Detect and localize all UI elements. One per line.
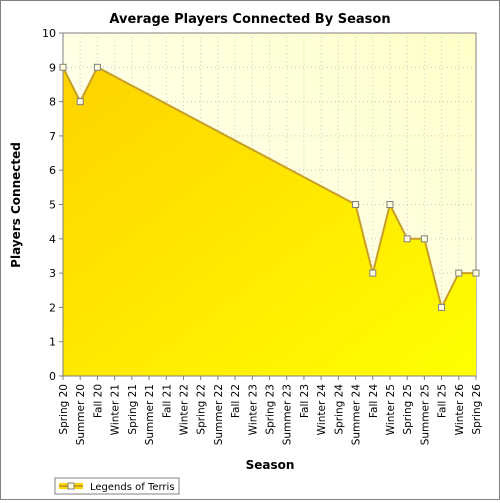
x-tick-label: Summer 24 xyxy=(351,384,363,446)
y-tick-label: 7 xyxy=(49,130,56,143)
x-tick-label: Winter 23 xyxy=(247,384,259,435)
legend-label: Legends of Terris xyxy=(90,482,175,493)
x-tick-label: Winter 24 xyxy=(316,384,328,436)
x-tick-label: Winter 21 xyxy=(110,384,122,435)
x-tick-label: Spring 22 xyxy=(196,384,208,435)
chart-title: Average Players Connected By Season xyxy=(109,12,390,27)
data-point xyxy=(455,269,463,277)
x-tick-label: Summer 20 xyxy=(75,384,87,445)
data-point xyxy=(76,98,84,106)
x-tick-label: Spring 24 xyxy=(333,384,345,435)
data-point xyxy=(93,63,101,71)
data-point xyxy=(386,201,394,208)
x-tick-label: Winter 26 xyxy=(454,384,466,436)
y-tick-label: 6 xyxy=(49,164,56,177)
legend-marker-icon xyxy=(67,482,75,490)
y-tick-label: 0 xyxy=(49,370,56,383)
x-tick-label: Spring 25 xyxy=(402,384,414,435)
y-tick-label: 3 xyxy=(49,267,56,280)
data-point xyxy=(472,269,480,277)
data-point xyxy=(369,269,377,277)
series-area-fill xyxy=(63,67,476,377)
legend: Legends of Terris xyxy=(54,477,180,495)
x-tick-label: Fall 25 xyxy=(437,384,449,418)
x-tick-label: Fall 22 xyxy=(230,384,242,418)
y-tick-label: 5 xyxy=(49,199,56,212)
data-point xyxy=(438,303,446,311)
x-axis: Spring 20 Summer 20 Fall 20 Winter 21 Spring… xyxy=(58,375,483,446)
series-markers xyxy=(59,63,480,311)
x-tick-label: Summer 23 xyxy=(282,384,294,445)
x-tick-label: Summer 25 xyxy=(419,384,431,445)
x-tick-label: Spring 23 xyxy=(265,384,277,435)
x-tick-label: Fall 21 xyxy=(161,384,173,418)
x-tick-label: Spring 21 xyxy=(127,384,139,435)
y-tick-label: 10 xyxy=(42,27,56,40)
y-tick-label: 4 xyxy=(49,233,56,246)
x-tick-label: Fall 23 xyxy=(299,384,311,418)
x-tick-label: Summer 21 xyxy=(144,384,156,445)
y-axis: 0 1 2 3 4 5 6 7 8 9 10 xyxy=(42,27,64,383)
x-tick-label: Fall 20 xyxy=(92,384,104,418)
x-axis-label: Season xyxy=(246,458,295,472)
x-tick-label: Winter 22 xyxy=(178,384,190,435)
y-axis-label: Players Connected xyxy=(9,142,23,268)
data-point xyxy=(59,63,67,71)
x-tick-label: Winter 25 xyxy=(385,384,397,435)
x-tick-label: Spring 26 xyxy=(471,384,483,435)
x-tick-label: Summer 22 xyxy=(213,384,225,445)
y-tick-label: 9 xyxy=(49,61,56,74)
y-tick-label: 2 xyxy=(49,301,56,314)
data-point xyxy=(352,201,360,208)
y-tick-label: 1 xyxy=(49,336,56,349)
legend-box xyxy=(54,477,180,495)
data-point xyxy=(403,235,411,243)
x-tick-label: Spring 20 xyxy=(58,384,70,435)
y-tick-label: 8 xyxy=(49,96,56,109)
data-point xyxy=(420,235,428,243)
x-tick-label: Fall 24 xyxy=(368,384,380,418)
